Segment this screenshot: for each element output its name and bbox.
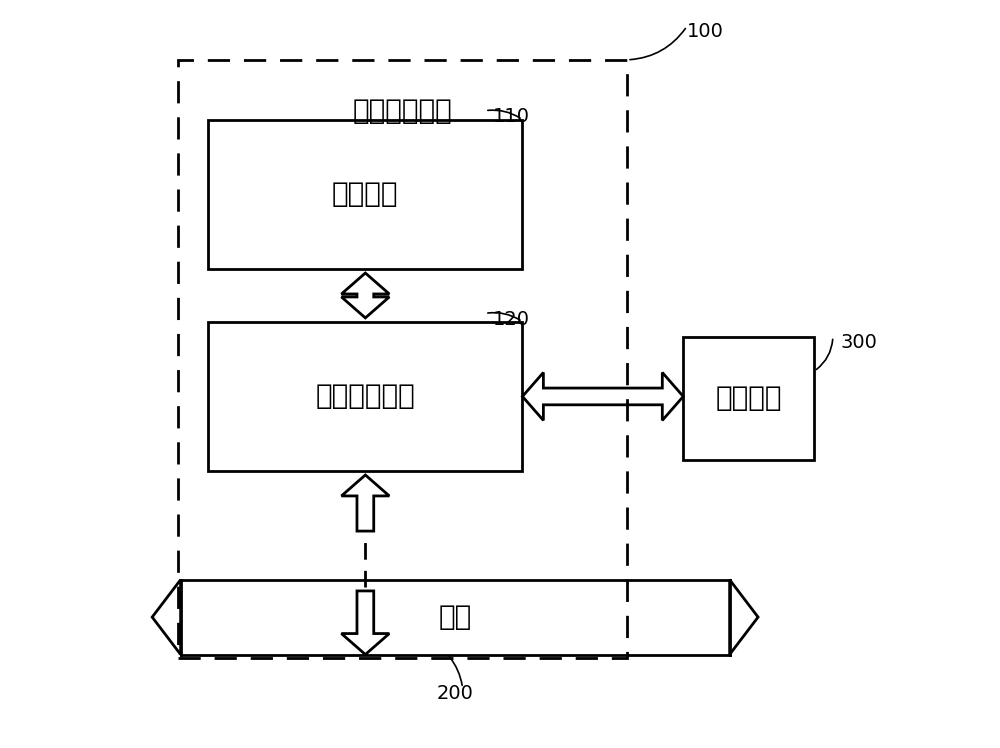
Text: 300: 300 (840, 333, 877, 352)
Text: 200: 200 (437, 684, 474, 703)
Text: 闪存芯片: 闪存芯片 (715, 384, 782, 412)
Bar (683, 337, 814, 460)
Bar (208, 120, 522, 269)
Text: 120: 120 (493, 310, 530, 328)
Text: 110: 110 (493, 107, 530, 126)
Text: 总线: 总线 (438, 603, 472, 631)
Text: 调度模块: 调度模块 (332, 180, 399, 209)
Text: 队列调度装置: 队列调度装置 (353, 97, 453, 125)
Bar (178, 60, 627, 658)
Bar (208, 322, 522, 471)
Text: 100: 100 (687, 22, 724, 41)
Text: 解析处理模块: 解析处理模块 (315, 382, 415, 411)
